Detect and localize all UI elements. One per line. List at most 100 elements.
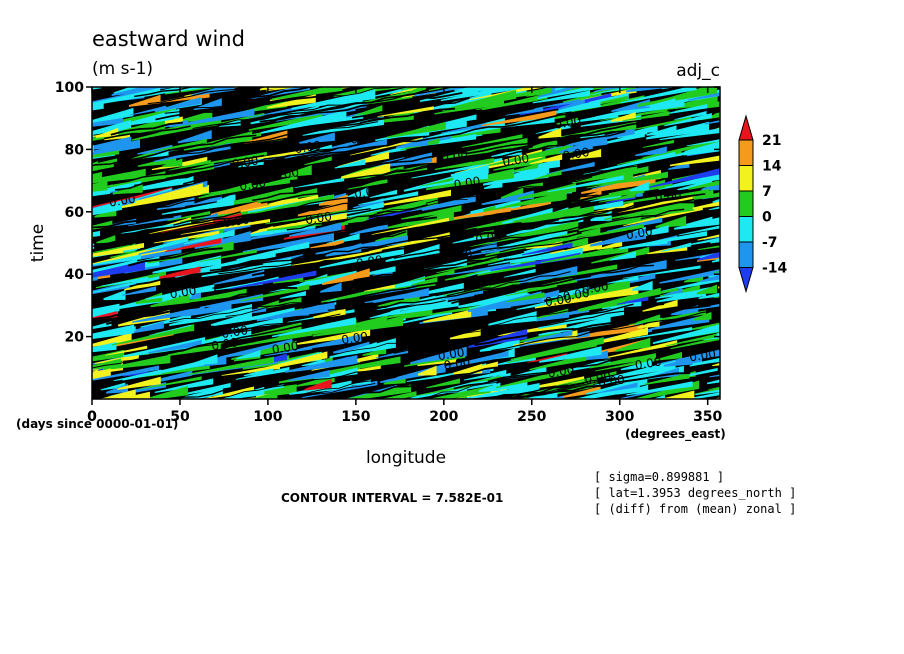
wind-streak bbox=[713, 296, 720, 299]
wind-streak bbox=[380, 363, 446, 384]
wind-streak bbox=[343, 208, 383, 218]
wind-streak bbox=[43, 235, 86, 251]
wind-streak bbox=[183, 229, 235, 245]
contour-line bbox=[110, 121, 184, 136]
wind-streak bbox=[523, 330, 573, 343]
wind-streak bbox=[341, 162, 391, 179]
wind-streak bbox=[258, 212, 347, 231]
wind-streak bbox=[470, 375, 502, 383]
contour-line bbox=[292, 58, 370, 71]
wind-streak bbox=[524, 87, 594, 102]
wind-streak bbox=[546, 175, 624, 193]
wind-streak bbox=[683, 303, 720, 312]
contour-line bbox=[318, 274, 478, 306]
wind-streak bbox=[644, 372, 690, 385]
contour-label: 0.00 bbox=[688, 346, 717, 364]
wind-streak bbox=[446, 263, 511, 276]
contour-line bbox=[252, 147, 524, 202]
contour-line bbox=[327, 298, 404, 311]
x-tick-label: 350 bbox=[693, 409, 722, 425]
wind-streak bbox=[568, 111, 619, 124]
contour-line bbox=[176, 64, 293, 81]
wind-streak bbox=[231, 317, 283, 330]
wind-streak bbox=[657, 188, 710, 199]
wind-streak bbox=[703, 181, 720, 188]
wind-streak bbox=[718, 286, 720, 289]
colorbar-label: 7 bbox=[762, 184, 772, 200]
wind-streak bbox=[539, 346, 602, 363]
contour-line bbox=[453, 340, 720, 390]
wind-streak bbox=[671, 87, 714, 99]
contour-label: 0.00 bbox=[547, 363, 576, 381]
wind-streak bbox=[700, 274, 720, 283]
wind-streak bbox=[269, 270, 357, 293]
x-tick-label: 100 bbox=[253, 409, 282, 425]
wind-streak bbox=[722, 273, 743, 280]
wind-streak bbox=[440, 87, 529, 102]
wind-streak bbox=[118, 391, 150, 399]
contour-line bbox=[334, 366, 500, 399]
contour-line bbox=[487, 368, 567, 382]
wind-streak bbox=[601, 340, 678, 360]
contour-label: 0.00 bbox=[220, 323, 249, 341]
wind-streak bbox=[334, 159, 366, 169]
wind-streak bbox=[137, 144, 173, 155]
contour-line bbox=[371, 264, 655, 309]
wind-streak bbox=[92, 187, 173, 209]
wind-streak bbox=[635, 146, 667, 157]
wind-streak bbox=[629, 310, 707, 325]
contour-line bbox=[400, 242, 505, 263]
wind-streak bbox=[443, 73, 495, 87]
wind-streak bbox=[92, 145, 94, 153]
contour-line bbox=[460, 204, 645, 236]
wind-streak bbox=[153, 230, 220, 244]
wind-streak bbox=[377, 106, 434, 117]
wind-streak bbox=[488, 311, 537, 326]
wind-streak bbox=[436, 114, 477, 126]
wind-streak bbox=[387, 290, 465, 309]
wind-streak bbox=[169, 108, 255, 128]
y-tick-zero: 0 bbox=[87, 409, 97, 425]
wind-streak bbox=[360, 69, 433, 84]
wind-streak bbox=[369, 189, 398, 198]
wind-streak bbox=[528, 140, 558, 150]
wind-streak bbox=[148, 339, 202, 354]
wind-streak bbox=[154, 97, 201, 112]
wind-streak bbox=[92, 248, 124, 257]
wind-streak bbox=[508, 145, 569, 161]
wind-streak bbox=[607, 276, 639, 284]
wind-streak bbox=[560, 121, 637, 138]
contour-line bbox=[117, 213, 259, 236]
wind-streak bbox=[92, 168, 146, 184]
wind-streak bbox=[695, 350, 720, 359]
wind-streak bbox=[476, 97, 538, 111]
wind-streak bbox=[440, 87, 442, 88]
wind-streak bbox=[265, 209, 347, 225]
contour-line bbox=[317, 87, 398, 100]
wind-streak bbox=[140, 314, 191, 328]
contour-label: 0.00 bbox=[355, 253, 384, 271]
wind-streak bbox=[368, 232, 450, 253]
wind-streak bbox=[591, 365, 684, 388]
wind-streak bbox=[92, 365, 160, 381]
wind-streak bbox=[572, 164, 638, 184]
contour-label: 0.00 bbox=[445, 247, 474, 265]
contour-label: 0.00 bbox=[231, 153, 260, 171]
wind-streak bbox=[655, 215, 687, 228]
contour-line bbox=[173, 211, 241, 226]
wind-streak bbox=[148, 138, 207, 153]
contour-labels: 0.000.000.000.000.000.000.000.000.000.00… bbox=[108, 114, 717, 391]
contour-line bbox=[490, 310, 720, 352]
contour-label: 0.00 bbox=[581, 279, 610, 297]
wind-streak bbox=[145, 284, 215, 300]
wind-streak bbox=[291, 249, 382, 266]
annotation-lat: [ lat=1.3953 degrees_north ] bbox=[594, 486, 796, 500]
contour-line bbox=[152, 187, 278, 209]
wind-streak bbox=[92, 324, 135, 340]
wind-streak bbox=[525, 383, 593, 399]
wind-streak bbox=[370, 189, 452, 208]
contour-line bbox=[311, 130, 626, 175]
wind-streak bbox=[542, 99, 601, 116]
contour-line bbox=[246, 225, 509, 266]
wind-streak bbox=[674, 110, 707, 121]
